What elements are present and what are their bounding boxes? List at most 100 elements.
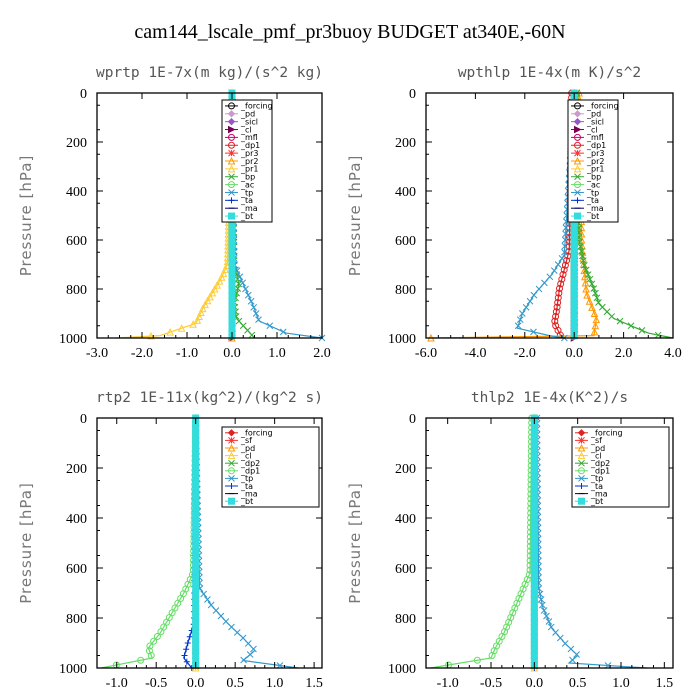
y-tick-label: 600 <box>66 562 87 577</box>
data-point <box>153 633 161 640</box>
legend-marker <box>578 475 585 482</box>
data-point <box>582 266 590 274</box>
data-point <box>556 634 564 642</box>
legend-marker <box>227 443 236 452</box>
data-point <box>239 634 247 642</box>
y-axis-label: Pressure [hPa] <box>17 155 35 277</box>
data-point <box>590 327 599 336</box>
data-point <box>536 590 544 598</box>
y-tick-label: 1000 <box>388 662 416 677</box>
legend: _forcing_sf_pd_cl_dp2_dp1_tp_ta_ma_bt <box>221 426 320 508</box>
data-point <box>203 296 212 305</box>
legend-entry: _cl <box>575 451 602 460</box>
series-bt <box>192 414 200 669</box>
legend-label: _pr3 <box>240 149 258 158</box>
x-tick-label: 2.0 <box>313 346 331 361</box>
data-point <box>183 658 190 665</box>
legend-label: _pr1 <box>586 165 604 174</box>
data-point <box>562 224 570 232</box>
series-pr1 <box>114 88 236 340</box>
legend-label: _pr2 <box>240 157 258 166</box>
data-point <box>595 299 602 306</box>
data-point <box>181 652 188 659</box>
data-point <box>556 285 564 293</box>
data-point <box>545 618 553 625</box>
legend-label: _bt <box>240 212 253 221</box>
data-point <box>586 275 594 283</box>
y-tick-label: 400 <box>395 185 416 200</box>
data-point <box>522 304 530 311</box>
data-point <box>530 291 538 299</box>
legend-entry: _pd <box>571 110 601 119</box>
data-point <box>535 285 543 293</box>
legend-marker <box>577 443 586 452</box>
legend-entry: _dp2 <box>575 459 610 468</box>
legend-entry: _pr3 <box>225 149 258 158</box>
legend-label: _ac <box>586 180 600 189</box>
legend-entry: _cl <box>571 125 598 134</box>
legend-entry: _pd <box>225 110 255 119</box>
legend-label: _pd <box>586 110 601 119</box>
x-tick-label: -6.0 <box>415 346 437 361</box>
data-point <box>547 623 555 631</box>
legend: _forcing_sf_pd_cl_dp2_dp1_tp_ta_ma_bt <box>571 426 670 508</box>
y-tick-label: 0 <box>409 412 416 427</box>
data-point <box>236 273 244 281</box>
legend-marker <box>227 110 236 118</box>
legend-entry: _ma <box>575 489 608 498</box>
legend-marker <box>228 212 235 220</box>
data-point <box>558 255 566 262</box>
legend-entry: _bt <box>225 212 253 221</box>
data-point <box>581 261 588 269</box>
y-tick-label: 800 <box>66 283 87 298</box>
chart-panel-4: thlp2 1E-4x(K^2)/s Pressure [hPa] -1.0 -0.5… <box>346 390 674 691</box>
legend-label: _tp <box>590 474 603 483</box>
data-point <box>252 310 260 317</box>
data-point <box>219 269 228 277</box>
x-tick-label: -1.0 <box>437 676 459 691</box>
data-point <box>608 313 616 320</box>
x-tick-label: -2.0 <box>131 346 153 361</box>
data-point <box>577 235 586 244</box>
data-point <box>530 328 537 336</box>
data-point <box>193 316 202 324</box>
data-point <box>239 279 247 287</box>
chart-panel-3: rtp2 1E-11x(kg^2)/(kg^2 s) Pressure [hPa]… <box>17 390 323 691</box>
y-tick-label: 200 <box>66 462 87 477</box>
y-tick-label: 800 <box>395 612 416 627</box>
data-point <box>208 288 217 297</box>
legend-entry: _sicl <box>225 117 258 126</box>
x-tick-label: -0.5 <box>480 676 502 691</box>
data-point <box>555 289 563 297</box>
x-tick-label: 0.0 <box>565 346 583 361</box>
series-dp1 <box>430 414 536 669</box>
data-point <box>212 607 220 614</box>
legend-label: _pd <box>590 444 605 453</box>
legend-label: _dp2 <box>240 459 260 468</box>
legend-label: _ma <box>240 489 258 498</box>
legend-marker <box>574 133 581 141</box>
data-point <box>526 297 534 305</box>
data-point <box>561 248 568 256</box>
data-point <box>195 312 203 320</box>
data-point <box>514 322 522 330</box>
x-tick-label: 0.5 <box>569 676 587 691</box>
data-point <box>582 284 590 293</box>
x-tick-label: 4.0 <box>664 346 682 361</box>
legend-entry: _tp <box>225 188 253 197</box>
legend-entry: _bt <box>571 212 599 221</box>
data-point <box>137 656 145 664</box>
legend-marker <box>577 429 586 437</box>
series-line <box>114 92 233 339</box>
legend: _forcing_pd_sicl_cl_mfl_dp1_pr3_pr2_pr1_… <box>567 99 619 223</box>
data-point <box>590 285 598 292</box>
legend-entry: _forcing <box>225 429 273 438</box>
data-point <box>246 651 254 658</box>
y-tick-label: 200 <box>395 136 416 151</box>
data-point <box>581 278 590 287</box>
legend-entry: _pr1 <box>225 165 258 174</box>
x-tick-label: -4.0 <box>464 346 486 361</box>
legend-label: _dp1 <box>240 141 260 150</box>
x-tick-label: 1.5 <box>305 676 323 691</box>
x-tick-label: 1.0 <box>612 676 630 691</box>
